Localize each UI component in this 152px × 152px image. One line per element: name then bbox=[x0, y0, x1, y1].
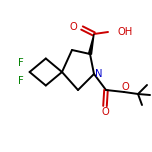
Text: OH: OH bbox=[117, 27, 132, 37]
Text: O: O bbox=[101, 107, 109, 117]
Text: F: F bbox=[18, 76, 24, 86]
Polygon shape bbox=[88, 34, 94, 54]
Text: F: F bbox=[18, 58, 24, 68]
Text: N: N bbox=[95, 69, 102, 79]
Text: O: O bbox=[69, 22, 77, 32]
Text: O: O bbox=[121, 82, 129, 92]
